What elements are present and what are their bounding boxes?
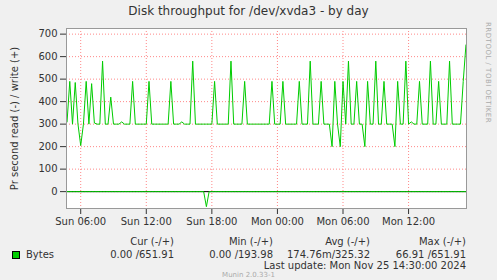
html-text:Munin 2.0.33-1: Munin 2.0.33-1 (222, 271, 275, 279)
html-text:Last update: Mon Nov 25 14:30:: Last update: Mon Nov 25 14:30:00 2024 (263, 260, 466, 271)
html-text:RRDTOOL / TOBI OETIKER: RRDTOOL / TOBI OETIKER (484, 22, 492, 124)
svg-text:400: 400 (38, 96, 57, 107)
svg-text:Mon 06:00: Mon 06:00 (316, 216, 369, 226)
html-text:Bytes: Bytes (26, 249, 55, 260)
svg-text:Mon 00:00: Mon 00:00 (251, 216, 304, 226)
svg-text:Mon 12:00: Mon 12:00 (382, 216, 435, 226)
svg-text:500: 500 (38, 73, 57, 84)
html-text:0.00 /651.91: 0.00 /651.91 (110, 249, 174, 260)
svg-text:100: 100 (38, 163, 57, 174)
svg-text:0: 0 (51, 186, 57, 197)
html-text:0.00 /193.98: 0.00 /193.98 (209, 249, 273, 260)
svg-text:700: 700 (38, 28, 57, 39)
html-text:Max (-/+): Max (-/+) (419, 236, 466, 247)
html-text:174.76m/325.32: 174.76m/325.32 (286, 249, 370, 260)
svg-text:200: 200 (38, 141, 57, 152)
html-text:66.91 /651.91: 66.91 /651.91 (395, 249, 466, 260)
svg-text:Sun 18:00: Sun 18:00 (186, 216, 237, 226)
html-text:Avg (-/+): Avg (-/+) (325, 236, 370, 247)
svg-text:600: 600 (38, 51, 57, 62)
html-text:Disk throughput for /dev/xvda3: Disk throughput for /dev/xvda3 - by day (128, 4, 369, 18)
svg-text:300: 300 (38, 118, 57, 129)
html-text:Min (-/+): Min (-/+) (228, 236, 273, 247)
svg-text:Sun 12:00: Sun 12:00 (121, 216, 172, 226)
svg-text:Pr second read (-) / write (+): Pr second read (-) / write (+) (9, 47, 20, 190)
html-text:Cur (-/+): Cur (-/+) (130, 236, 174, 247)
svg-text:Sun 06:00: Sun 06:00 (55, 216, 106, 226)
